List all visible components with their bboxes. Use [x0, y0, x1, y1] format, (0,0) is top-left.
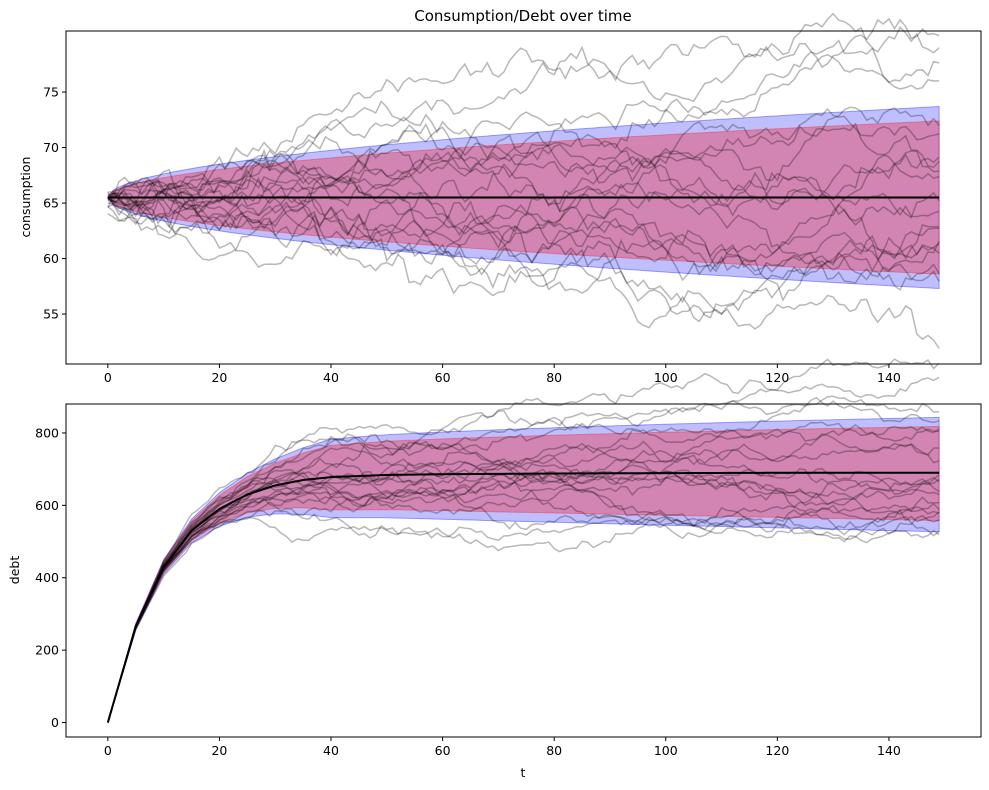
sample-path	[107, 198, 940, 295]
y-tick-label: 600	[35, 498, 59, 513]
debt-y-ticks: 0 200 400 600 800	[35, 425, 66, 730]
sample-path	[107, 188, 940, 282]
sample-path	[107, 442, 940, 723]
x-tick-label: 120	[765, 743, 789, 758]
chart-title: Consumption/Debt over time	[414, 7, 631, 25]
x-tick-label: 80	[546, 370, 562, 385]
y-tick-label: 55	[43, 307, 59, 322]
x-tick-label: 20	[211, 743, 227, 758]
sample-path	[107, 416, 940, 723]
x-tick-label: 60	[435, 370, 451, 385]
sample-path	[107, 509, 940, 723]
sample-path	[107, 158, 940, 273]
consumption-x-ticks: 0 20 40 60 80 100 120 140	[104, 364, 901, 385]
sample-path	[107, 497, 940, 723]
x-tick-label: 40	[323, 743, 339, 758]
sample-path	[107, 483, 940, 723]
consumption-axes-frame	[65, 30, 982, 365]
x-tick-label: 100	[654, 743, 678, 758]
outer-confidence-band	[107, 416, 940, 723]
y-tick-label: 75	[43, 85, 59, 100]
y-tick-label: 0	[51, 715, 59, 730]
sample-path	[107, 154, 940, 258]
sample-path	[107, 107, 940, 211]
sample-path	[107, 358, 940, 723]
sample-path	[107, 176, 940, 349]
sample-path	[107, 488, 940, 723]
sample-path	[107, 54, 940, 234]
consumption-y-ticks: 55 60 65 70 75	[43, 85, 66, 322]
debt-axes-frame	[65, 403, 982, 738]
y-tick-label: 65	[43, 196, 59, 211]
sample-path	[107, 180, 940, 276]
x-tick-label: 0	[104, 743, 112, 758]
sample-path	[107, 12, 940, 213]
x-tick-label: 100	[654, 370, 678, 385]
sample-path	[107, 122, 940, 204]
x-tick-label: 40	[323, 370, 339, 385]
sample-path	[107, 421, 940, 723]
sample-path	[107, 395, 940, 723]
sample-path	[107, 192, 940, 319]
sample-path	[107, 17, 940, 212]
debt-x-ticks: 0 20 40 60 80 100 120 140	[104, 737, 901, 758]
x-tick-label: 60	[435, 743, 451, 758]
sample-path	[107, 461, 940, 723]
x-tick-label: 20	[211, 370, 227, 385]
sample-path	[107, 449, 940, 723]
sample-path	[107, 477, 940, 723]
sample-path	[107, 26, 940, 221]
debt-plot-area	[106, 358, 940, 723]
sample-path	[107, 151, 940, 261]
sample-path	[107, 153, 940, 316]
x-tick-label: 120	[765, 370, 789, 385]
sample-path	[107, 433, 940, 723]
x-tick-label: 140	[877, 743, 901, 758]
consumption-y-axis-label: consumption	[18, 157, 33, 238]
sample-path	[107, 396, 940, 723]
x-tick-label: 140	[877, 370, 901, 385]
debt-y-axis-label: debt	[7, 556, 22, 585]
x-axis-label: t	[521, 765, 526, 780]
consumption-panel: 0 20 40 60 80 100 120 140 55 60 65 70 75 consumptio…	[18, 12, 982, 385]
sample-path	[107, 122, 940, 229]
y-tick-label: 400	[35, 570, 59, 585]
x-tick-label: 80	[546, 743, 562, 758]
y-tick-label: 60	[43, 251, 59, 266]
mean-line	[106, 471, 940, 723]
x-tick-label: 0	[104, 370, 112, 385]
sample-path	[107, 106, 940, 226]
sample-path	[107, 134, 940, 272]
sample-path	[107, 169, 940, 302]
sample-path	[107, 153, 940, 244]
y-tick-label: 800	[35, 425, 59, 440]
y-tick-label: 200	[35, 643, 59, 658]
sample-path	[107, 376, 940, 723]
consumption-plot-area	[107, 12, 940, 349]
sample-path	[107, 481, 940, 723]
sample-path	[107, 463, 940, 723]
y-tick-label: 70	[43, 140, 59, 155]
